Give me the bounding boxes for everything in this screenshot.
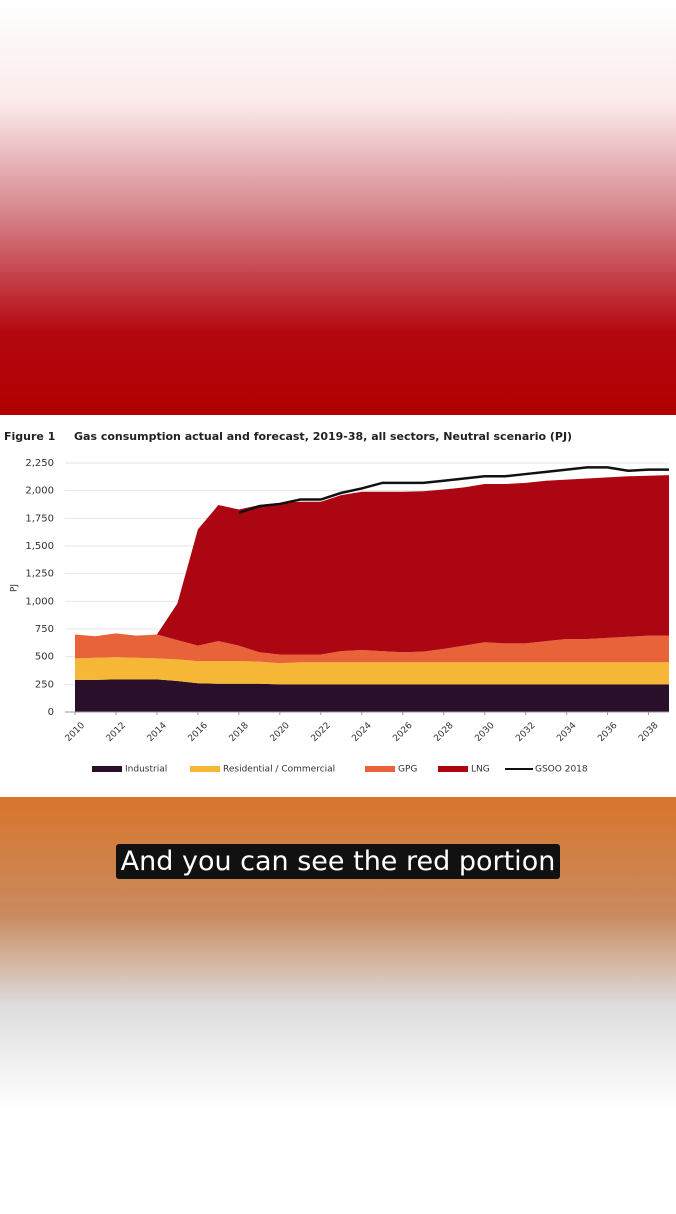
x-tick-label: 2036 — [596, 721, 619, 744]
y-tick-label: 1,750 — [25, 513, 54, 524]
chart: Figure 1 Gas consumption actual and fore… — [4, 430, 669, 775]
x-tick-label: 2028 — [432, 721, 455, 744]
y-tick-label: 0 — [48, 707, 54, 718]
x-tick-label: 2010 — [64, 721, 87, 744]
chart-title: Gas consumption actual and forecast, 201… — [74, 430, 572, 443]
area — [75, 679, 669, 712]
legend-label: GSOO 2018 — [535, 765, 588, 775]
x-tick-label: 2034 — [555, 721, 578, 744]
area — [75, 475, 669, 655]
x-tick-label: 2022 — [310, 721, 333, 744]
y-tick-label: 500 — [35, 652, 54, 663]
y-tick-label: 250 — [35, 679, 54, 690]
figure-label: Figure 1 — [4, 430, 55, 443]
y-tick-label: 1,250 — [25, 569, 54, 580]
y-tick-label: 2,250 — [25, 458, 54, 469]
area — [75, 633, 669, 664]
x-tick-label: 2016 — [187, 721, 210, 744]
x-tick-label: 2038 — [637, 721, 660, 744]
y-tick-label: 1,500 — [25, 541, 54, 552]
x-tick-label: 2020 — [269, 721, 292, 744]
legend-label: Residential / Commercial — [223, 765, 335, 775]
x-tick-label: 2026 — [391, 721, 414, 744]
y-tick-label: 2,000 — [25, 486, 54, 497]
y-axis-label: PJ — [10, 584, 20, 592]
area — [75, 657, 669, 685]
legend-swatch — [365, 766, 395, 772]
x-tick-label: 2032 — [514, 721, 537, 744]
y-tick-label: 750 — [35, 624, 54, 635]
legend-swatch — [438, 766, 468, 772]
x-tick-label: 2030 — [473, 721, 496, 744]
legend-swatch — [92, 766, 122, 772]
x-tick-label: 2018 — [228, 721, 251, 744]
caption: And you can see the red portion — [0, 844, 676, 879]
x-tick-label: 2024 — [350, 721, 373, 744]
video-background — [0, 0, 676, 415]
legend-label: LNG — [471, 765, 490, 775]
y-tick-label: 1,000 — [25, 596, 54, 607]
legend-label: Industrial — [125, 765, 167, 775]
legend-swatch — [190, 766, 220, 772]
legend-label: GPG — [398, 765, 417, 775]
x-tick-label: 2012 — [105, 721, 128, 744]
chart-panel: Figure 1 Gas consumption actual and fore… — [0, 415, 676, 797]
caption-text: And you can see the red portion — [115, 844, 561, 879]
x-tick-label: 2014 — [146, 721, 169, 744]
line — [238, 466, 669, 514]
